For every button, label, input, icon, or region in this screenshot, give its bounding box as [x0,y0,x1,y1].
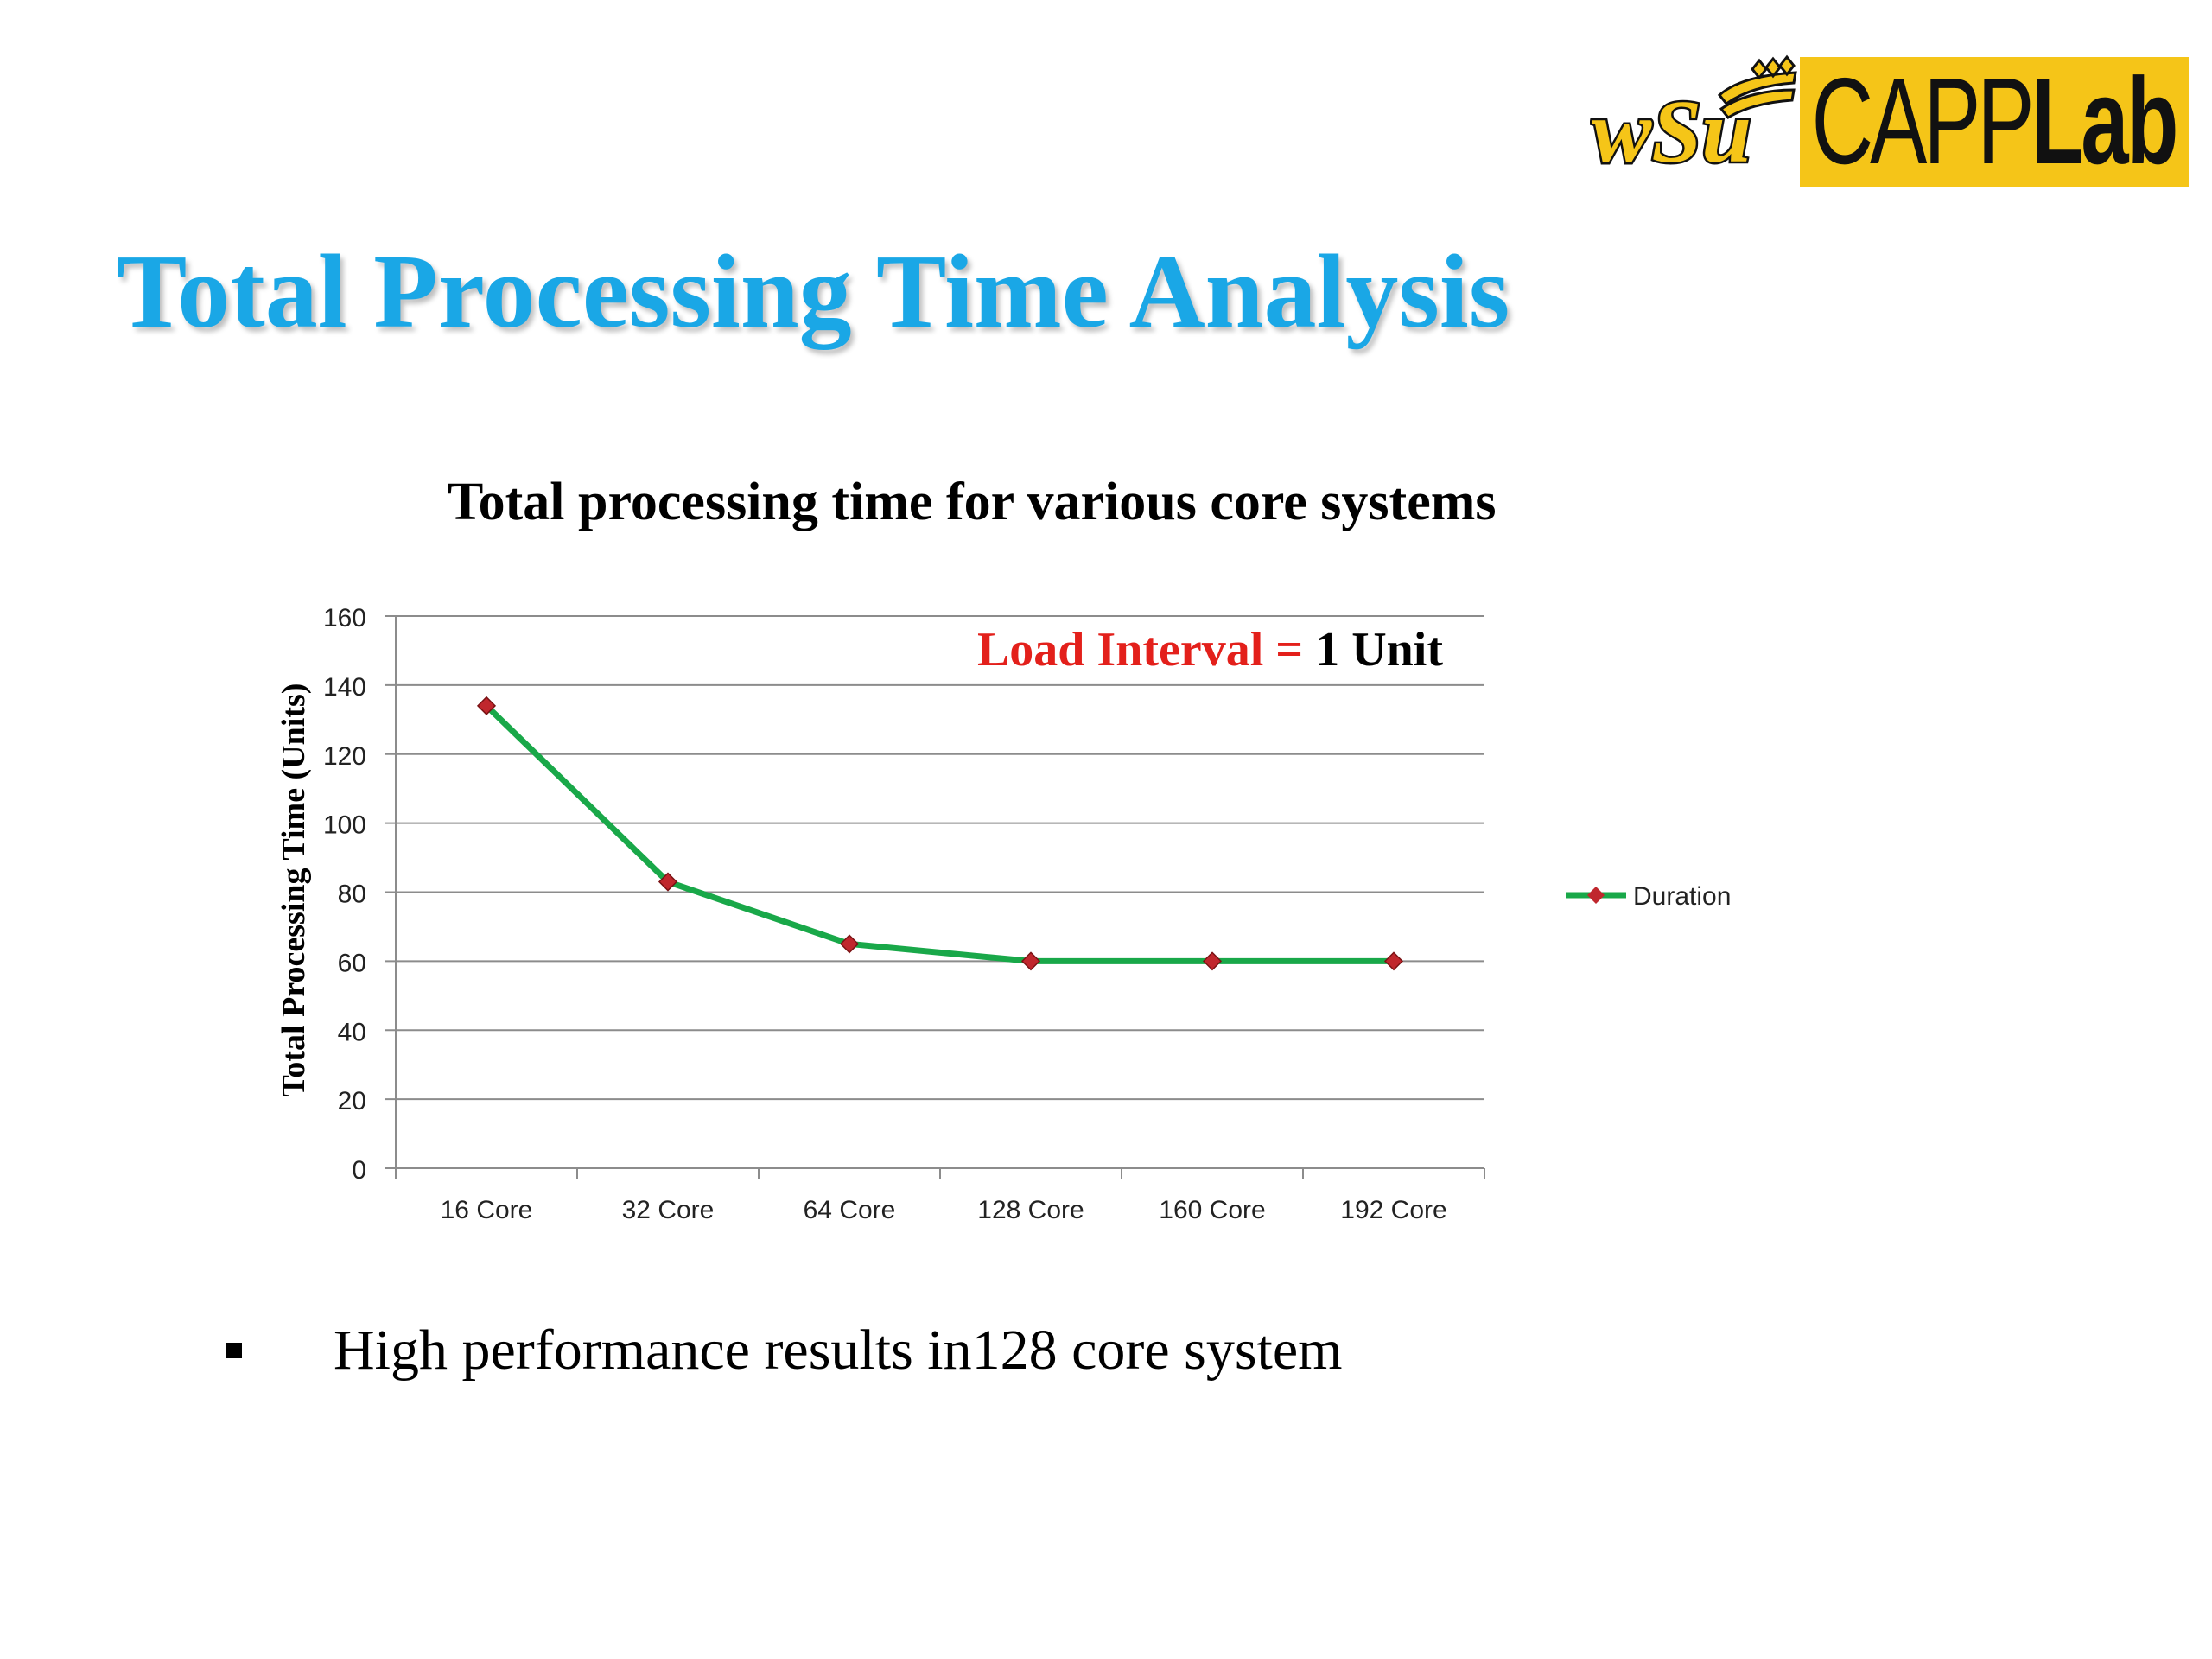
y-tick-label: 60 [338,949,366,977]
processing-time-chart: 0 20 40 60 80 100 120 140 160 16 Core 32 Core 64 C… [276,604,1731,1224]
load-interval-annotation: Load Interval = 1 Unit [977,623,1443,677]
y-tick-label: 160 [323,604,366,632]
y-tick-label: 20 [338,1087,366,1116]
capplab-logo: wSu CAPPLab [1590,54,2195,190]
chart-legend: Duration [1566,882,1731,911]
annotation-value: 1 Unit [1315,623,1443,677]
wsu-logo-text: wSu [1592,82,1751,181]
annotation-label: Load Interval = [977,623,1315,677]
x-tick-label: 128 Core [977,1196,1084,1224]
data-point [1383,951,1404,971]
series-line [484,703,1394,964]
bullet-item: High performance results in128 core syst… [226,1312,1343,1389]
chart-gridlines [396,615,1484,1101]
chart-axes [385,615,1485,1179]
chart-title: Total processing time for various core s… [448,473,1497,531]
x-tick-label: 160 Core [1159,1196,1265,1224]
capplab-badge: CAPPLab [1800,57,2189,187]
y-tick-label: 140 [323,673,366,702]
logo-lab-text: Lab [2031,53,2179,190]
logo-capp-text: CAPP [1811,53,2035,190]
y-tick-labels: 0 20 40 60 80 100 120 140 160 [323,604,366,1185]
slide-title: Total Processing Time Analysis [117,233,1510,350]
data-point [1202,951,1223,971]
y-tick-label: 0 [352,1156,366,1185]
x-tick-label: 64 Core [804,1196,896,1224]
legend-marker-swatch [1587,887,1605,904]
x-tick-label: 192 Core [1340,1196,1446,1224]
wsu-logo-icon: wSu [1590,54,1797,184]
bullet-text: High performance results in128 core syst… [334,1319,1343,1382]
x-tick-labels: 16 Core 32 Core 64 Core 128 Core 160 Core 192… [441,1196,1447,1224]
y-tick-label: 40 [338,1018,366,1046]
y-axis-label: Total Processing Time (Units) [276,683,312,1097]
series-duration [476,696,1404,971]
data-point [839,934,860,954]
legend-label: Duration [1633,882,1731,911]
x-tick-label: 32 Core [622,1196,715,1224]
capplab-wordmark: CAPPLab [1812,60,2179,183]
x-tick-label: 16 Core [441,1196,533,1224]
y-tick-label: 80 [338,880,366,909]
bullet-square-icon [226,1343,242,1358]
data-point [1020,951,1041,971]
data-point [658,872,678,892]
y-tick-label: 100 [323,811,366,840]
y-tick-label: 120 [323,742,366,771]
data-point [476,696,497,715]
